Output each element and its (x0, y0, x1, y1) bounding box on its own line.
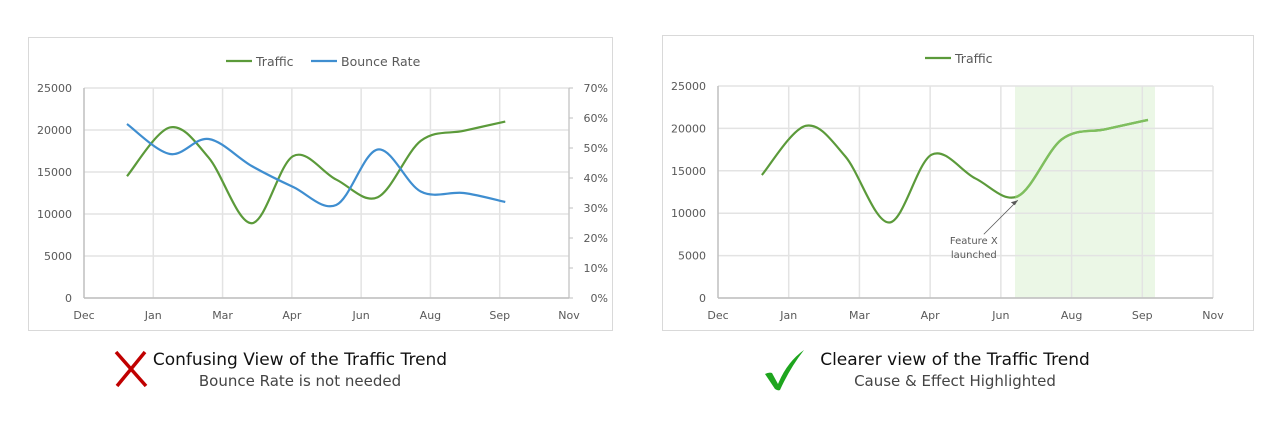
confusing-chart: 0 5000 10000 15000 20000 25000 Dec Jan Mar Apr Jun… (28, 37, 613, 331)
x-tick-label: Mar (849, 309, 870, 322)
cross-icon (113, 350, 149, 392)
y-tick-label: 5000 (678, 250, 706, 263)
y-tick-label: 0 (699, 292, 706, 305)
clear-chart-svg: 0 5000 10000 15000 20000 25000 Dec Jan Mar Apr Jun… (671, 51, 1224, 322)
x-tick-label: Aug (420, 309, 441, 322)
checkmark-icon (762, 348, 806, 396)
bad-caption: Confusing View of the Traffic Trend Boun… (150, 350, 450, 390)
x-tick-label: Nov (1202, 309, 1224, 322)
x-tick-label: Jun (991, 309, 1009, 322)
y-tick-label: 10000 (671, 207, 706, 220)
y2-tick-label: 60% (584, 112, 608, 125)
x-tick-label: Jun (352, 309, 370, 322)
x-tick-label: Mar (212, 309, 233, 322)
x-tick-label: Jan (144, 309, 162, 322)
x-tick-label: Dec (73, 309, 94, 322)
series-line-traffic (126, 120, 506, 225)
x-tick-label: Jan (779, 309, 797, 322)
y2-tick-label: 70% (584, 82, 608, 95)
bad-caption-subtitle: Bounce Rate is not needed (198, 372, 402, 390)
y2-tick-label: 50% (584, 142, 608, 155)
y2-tick-label: 30% (584, 202, 608, 215)
x-tick-label: Apr (282, 309, 302, 322)
legend-label: Traffic (954, 51, 993, 66)
y-tick-label: 15000 (37, 166, 72, 179)
x-tick-label: Sep (1132, 309, 1153, 322)
confusing-chart-svg: 0 5000 10000 15000 20000 25000 Dec Jan Mar Apr Jun… (37, 54, 608, 322)
annotation-arrow (983, 199, 1019, 235)
annotation-arrowhead (1010, 200, 1018, 206)
y2-tick-label: 20% (584, 232, 608, 245)
y-tick-label: 0 (65, 292, 72, 305)
highlight-region (1015, 86, 1156, 298)
legend-label: Traffic (255, 54, 294, 69)
y2-tick-label: 40% (584, 172, 608, 185)
y-tick-label: 10000 (37, 208, 72, 221)
series-line-bounce-rate (126, 123, 506, 208)
x-tick-label: Sep (489, 309, 510, 322)
series-line-highlighted (1015, 118, 1149, 199)
x-tick-label: Dec (707, 309, 728, 322)
y2-tick-label: 0% (591, 292, 608, 305)
y-tick-label: 25000 (671, 80, 706, 93)
good-caption: Clearer view of the Traffic Trend Cause … (805, 350, 1105, 390)
y-tick-label: 5000 (44, 250, 72, 263)
bad-caption-title: Confusing View of the Traffic Trend (152, 350, 448, 370)
y-tick-label: 15000 (671, 165, 706, 178)
clear-chart: 0 5000 10000 15000 20000 25000 Dec Jan Mar Apr Jun… (662, 35, 1254, 331)
y-tick-label: 20000 (671, 122, 706, 135)
legend-label: Bounce Rate (341, 54, 421, 69)
y-tick-label: 25000 (37, 82, 72, 95)
good-caption-subtitle: Cause & Effect Highlighted (854, 372, 1056, 390)
x-tick-label: Apr (921, 309, 941, 322)
x-tick-label: Aug (1061, 309, 1082, 322)
annotation-text: launched (951, 250, 997, 261)
y2-tick-label: 10% (584, 262, 608, 275)
x-tick-label: Nov (558, 309, 580, 322)
y-tick-label: 20000 (37, 124, 72, 137)
annotation-text: Feature X (950, 236, 998, 247)
good-caption-title: Clearer view of the Traffic Trend (820, 350, 1090, 370)
